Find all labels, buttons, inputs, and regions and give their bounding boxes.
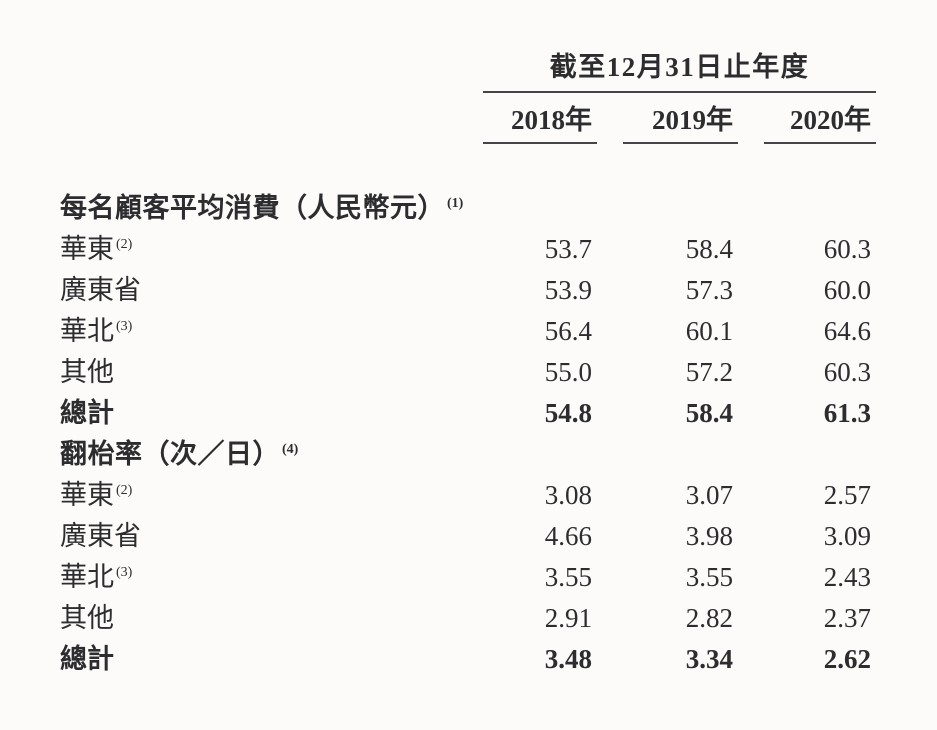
row-label-text: 其他 [60, 357, 114, 387]
year-label-spacer [60, 93, 457, 144]
value-2019: 57.2 [685, 357, 733, 387]
value-2018: 54.8 [544, 398, 592, 428]
table-year-header-row: 2018年 2019年 2020年 [60, 93, 876, 144]
row-label: 廣東省 [60, 270, 457, 311]
table-row: 華北 (3) 56.4 60.1 64.6 [60, 311, 876, 352]
value-2018: 4.66 [544, 521, 592, 551]
table-row: 華北 (3) 3.55 3.55 2.43 [60, 557, 876, 598]
table-row: 總計 54.8 58.4 61.3 [60, 393, 876, 434]
table-row: 華東 (2) 3.08 3.07 2.57 [60, 475, 876, 516]
footnote-marker: (2) [116, 237, 133, 252]
value-2019: 3.07 [685, 480, 733, 510]
table-row: 其他 55.0 57.2 60.3 [60, 352, 876, 393]
table-row: 其他 2.91 2.82 2.37 [60, 598, 876, 639]
footnote-marker: (3) [116, 565, 133, 580]
value-2020: 2.37 [823, 603, 871, 633]
row-label-text: 廣東省 [60, 275, 141, 305]
value-2020: 60.3 [823, 357, 871, 387]
value-2020: 3.09 [823, 521, 871, 551]
table-body: 每名顧客平均消費（人民幣元） (1) 華東 (2) 53.7 58.4 60.3 廣… [60, 188, 876, 680]
row-label: 華東 (2) [60, 475, 457, 516]
value-2018: 3.48 [544, 644, 592, 674]
row-label: 廣東省 [60, 516, 457, 557]
value-2019: 3.98 [685, 521, 733, 551]
value-2018 [483, 434, 597, 475]
row-label: 華北 (3) [60, 557, 457, 598]
value-2020: 61.3 [823, 398, 871, 428]
footnote-marker: (1) [447, 196, 464, 211]
row-label-text: 每名顧客平均消費（人民幣元） [60, 193, 445, 223]
row-label-text: 其他 [60, 603, 114, 633]
row-label-text: 華東 [60, 480, 114, 510]
table-period-header-row: 截至12月31日止年度 [60, 50, 876, 93]
value-2018: 53.9 [544, 275, 592, 305]
table-row: 每名顧客平均消費（人民幣元） (1) [60, 188, 876, 229]
row-label: 其他 [60, 352, 457, 393]
footnote-marker: (3) [116, 319, 133, 334]
table-row: 總計 3.48 3.34 2.62 [60, 639, 876, 680]
row-label-text: 總計 [60, 398, 114, 428]
value-2018: 2.91 [544, 603, 592, 633]
value-2020: 2.57 [823, 480, 871, 510]
value-2019 [623, 188, 738, 229]
table-row: 翻枱率（次／日） (4) [60, 434, 876, 475]
footnote-marker: (2) [116, 483, 133, 498]
value-2020: 60.3 [823, 234, 871, 264]
table-row: 廣東省 4.66 3.98 3.09 [60, 516, 876, 557]
value-2020 [764, 434, 876, 475]
value-2019: 57.3 [685, 275, 733, 305]
row-label-text: 華東 [60, 234, 114, 264]
row-label-text: 翻枱率（次／日） [60, 439, 280, 469]
value-2018: 3.55 [544, 562, 592, 592]
row-label: 總計 [60, 639, 457, 680]
value-2020: 2.62 [823, 644, 871, 674]
row-label: 其他 [60, 598, 457, 639]
value-2019: 58.4 [685, 398, 733, 428]
row-label-text: 總計 [60, 644, 114, 674]
period-header: 截至12月31日止年度 [483, 50, 876, 93]
row-label-text: 華北 [60, 562, 114, 592]
value-2020: 64.6 [823, 316, 871, 346]
year-column-2018: 2018年 [483, 93, 597, 144]
year-column-2019: 2019年 [623, 93, 738, 144]
value-2020: 60.0 [823, 275, 871, 305]
value-2019: 58.4 [685, 234, 733, 264]
header-label-spacer [60, 50, 457, 93]
year-column-2020: 2020年 [764, 93, 876, 144]
value-2018 [483, 188, 597, 229]
table-row: 廣東省 53.9 57.3 60.0 [60, 270, 876, 311]
value-2019: 3.34 [685, 644, 733, 674]
row-label: 華北 (3) [60, 311, 457, 352]
value-2019 [623, 434, 738, 475]
table-row: 華東 (2) 53.7 58.4 60.3 [60, 229, 876, 270]
value-2019: 60.1 [685, 316, 733, 346]
financial-table: 截至12月31日止年度 2018年 2019年 2020年 每名顧客平均消費（人… [60, 0, 876, 680]
row-label-text: 廣東省 [60, 521, 141, 551]
footnote-marker: (4) [282, 442, 299, 457]
row-label: 華東 (2) [60, 229, 457, 270]
row-label: 翻枱率（次／日） (4) [60, 434, 457, 475]
value-2019: 3.55 [685, 562, 733, 592]
row-label: 總計 [60, 393, 457, 434]
value-2018: 55.0 [544, 357, 592, 387]
value-2018: 3.08 [544, 480, 592, 510]
value-2020 [764, 188, 876, 229]
value-2018: 53.7 [544, 234, 592, 264]
value-2019: 2.82 [685, 603, 733, 633]
row-label: 每名顧客平均消費（人民幣元） (1) [60, 188, 463, 229]
row-label-text: 華北 [60, 316, 114, 346]
value-2020: 2.43 [823, 562, 871, 592]
value-2018: 56.4 [544, 316, 592, 346]
